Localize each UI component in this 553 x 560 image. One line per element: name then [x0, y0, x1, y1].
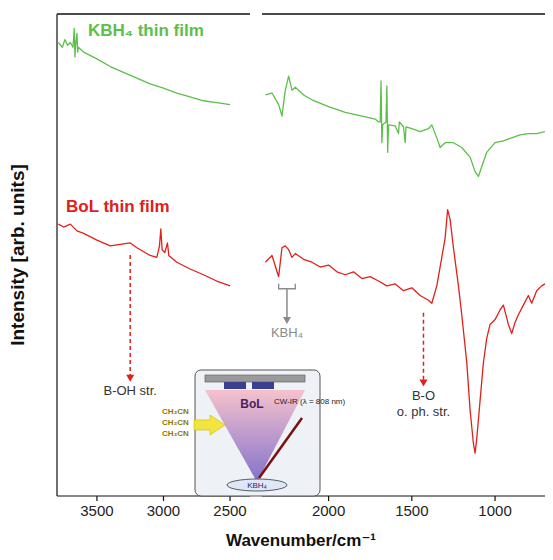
arrow-head: [126, 375, 134, 382]
x-tick-label: 1500: [395, 502, 428, 519]
inset-target-label: KBH₄: [247, 481, 267, 490]
annotation-label: KBH₄: [271, 325, 303, 340]
inset-sample-label: BoL: [240, 397, 263, 411]
x-tick: [494, 496, 495, 501]
annotation-arrow: [423, 313, 425, 381]
substrate-holder: [205, 375, 305, 382]
spectrum-line: [265, 76, 545, 176]
film-sample: [224, 382, 246, 389]
gas-inlet-arrow: [194, 415, 225, 435]
annotation-arrow: [286, 289, 288, 318]
frame-top: [262, 13, 545, 15]
y-axis-title: Intensity [arb. units]: [7, 164, 28, 346]
annotation-line: B-OH str.: [103, 383, 156, 398]
x-tick-label: 2000: [312, 502, 345, 519]
plot-area: [58, 28, 230, 285]
x-tick-label: 3000: [147, 502, 180, 519]
annotation-arrow: [129, 255, 131, 376]
plot-area: [265, 76, 545, 453]
inset-laser-label: CW-IR (λ = 808 nm): [274, 397, 346, 406]
x-tick-label: 3500: [80, 502, 113, 519]
frame-top: [57, 13, 250, 15]
series-label: KBH₄ thin film: [88, 21, 204, 40]
chart: 3500 3000 2500 KBH₄ thin film BoL thin film B…: [0, 0, 553, 560]
inset-solvent-label: CH₃CN: [162, 407, 189, 416]
laser-beam: [259, 418, 302, 478]
annotation-line: o. ph. str.: [397, 404, 450, 419]
chamber: [195, 370, 320, 496]
x-tick: [411, 496, 412, 501]
annotation-line: B-O: [412, 388, 435, 403]
annotation-line: KBH₄: [271, 325, 303, 340]
arrow-head: [419, 380, 427, 387]
series-label: BoL thin film: [66, 197, 170, 216]
inset-solvent-label: CH₃CN: [162, 418, 189, 427]
film-sample: [252, 382, 274, 389]
annotation-bracket: [279, 284, 296, 289]
inset-solvent-label: CH₃CN: [162, 429, 189, 438]
x-tick-label: 2500: [213, 502, 246, 519]
x-tick: [328, 496, 329, 501]
x-tick: [163, 496, 164, 501]
x-axis-title: Wavenumber/cm⁻¹: [226, 531, 376, 550]
x-tick-label: 1000: [478, 502, 511, 519]
x-tick: [229, 496, 230, 501]
y-axis: [56, 14, 57, 496]
annotation-label: B-Oo. ph. str.: [397, 388, 450, 419]
spectrum-line: [58, 224, 230, 286]
x-tick: [96, 496, 97, 501]
inset-diagram: BoL KBH₄ CW-IR (λ = 808 nm) CH₃CN CH₃CN CH₃CN: [162, 370, 346, 496]
arrow-head: [283, 317, 291, 324]
annotation-label: B-OH str.: [103, 383, 156, 398]
target: [227, 479, 287, 491]
